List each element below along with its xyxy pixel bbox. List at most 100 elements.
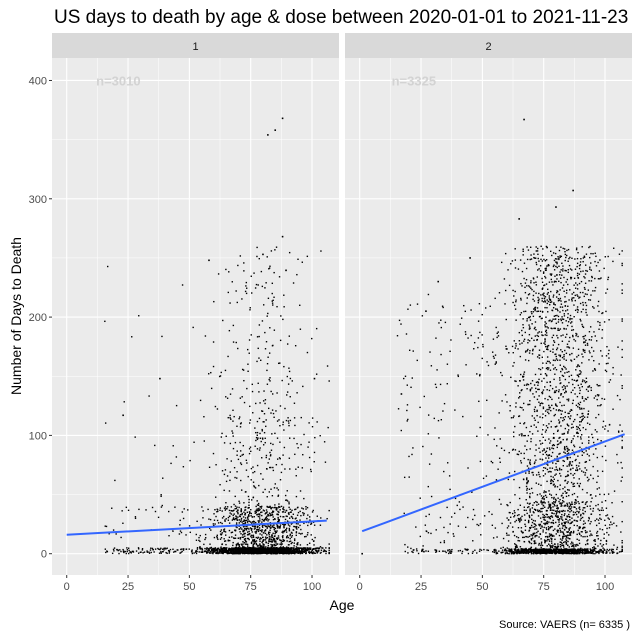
data-point (233, 415, 235, 418)
data-point (180, 551, 182, 554)
data-point (236, 543, 238, 545)
data-point (328, 552, 330, 554)
data-point (298, 548, 300, 550)
data-point (606, 531, 608, 534)
data-point (248, 511, 251, 513)
data-point (545, 522, 547, 525)
data-point (259, 540, 261, 542)
data-point (584, 461, 586, 463)
data-point (225, 268, 227, 271)
data-point (526, 302, 528, 305)
data-point (230, 506, 233, 508)
data-point (269, 552, 271, 554)
data-point (557, 329, 559, 331)
data-point (243, 502, 245, 504)
data-point (236, 526, 238, 529)
data-point (266, 548, 269, 551)
data-point (538, 395, 540, 397)
data-point (602, 312, 604, 314)
data-point (564, 259, 566, 262)
data-point (126, 550, 128, 553)
data-point (233, 513, 235, 515)
data-point (579, 416, 581, 419)
data-point (537, 384, 539, 386)
data-point (548, 389, 551, 392)
data-point (255, 551, 257, 553)
data-point (561, 351, 564, 353)
data-point (565, 541, 568, 544)
data-point (161, 335, 163, 338)
data-point (290, 548, 292, 551)
data-point (258, 449, 261, 451)
data-point (551, 551, 553, 554)
data-point (266, 536, 269, 539)
data-point (276, 550, 278, 552)
data-point (175, 456, 178, 458)
data-point (255, 549, 258, 551)
data-point (567, 271, 569, 274)
data-point (306, 255, 309, 258)
data-point (270, 412, 272, 414)
data-point (196, 548, 199, 550)
data-point (172, 548, 174, 550)
data-point (249, 309, 251, 311)
data-point (238, 528, 241, 530)
data-point (595, 255, 597, 258)
data-point (261, 525, 264, 527)
data-point (621, 340, 623, 342)
data-point (284, 530, 286, 532)
data-point (538, 447, 540, 449)
data-point (270, 488, 272, 490)
data-point (454, 497, 457, 500)
data-point (276, 392, 278, 394)
data-point (271, 536, 273, 538)
data-point (325, 547, 327, 549)
data-point (572, 485, 574, 488)
data-point (245, 459, 248, 462)
data-point (529, 400, 531, 402)
data-point (579, 302, 582, 305)
data-point (538, 298, 540, 300)
data-point (584, 273, 587, 275)
data-point (297, 552, 300, 554)
data-point (534, 535, 537, 537)
data-point (259, 544, 261, 547)
data-point (537, 430, 539, 432)
data-point (621, 320, 623, 322)
data-point (542, 504, 545, 507)
data-point (558, 280, 560, 283)
data-point (283, 429, 285, 431)
data-point (569, 410, 571, 413)
facet-strip (52, 33, 339, 58)
data-point (255, 436, 258, 439)
data-point (621, 385, 623, 387)
data-point (106, 550, 108, 552)
data-point (288, 422, 290, 424)
data-point (251, 516, 254, 518)
data-point (241, 368, 244, 371)
data-point (319, 435, 321, 437)
data-point (251, 390, 254, 393)
data-point (591, 355, 593, 358)
x-tick-label: 0 (357, 581, 363, 593)
data-point (585, 531, 587, 534)
data-point (268, 536, 271, 538)
data-point (219, 483, 221, 486)
data-point (275, 464, 278, 466)
data-point (246, 531, 249, 533)
data-point (565, 527, 567, 529)
data-point (573, 444, 575, 446)
data-point (266, 383, 269, 385)
data-point (470, 309, 472, 311)
data-point (594, 290, 596, 292)
data-point (251, 552, 253, 554)
data-point (532, 504, 534, 506)
data-point (539, 265, 542, 267)
data-point (570, 510, 573, 512)
data-point (578, 478, 580, 480)
data-point (449, 523, 451, 525)
data-point (584, 543, 587, 546)
data-point (494, 297, 496, 300)
data-point (257, 552, 260, 555)
data-point (571, 257, 573, 259)
